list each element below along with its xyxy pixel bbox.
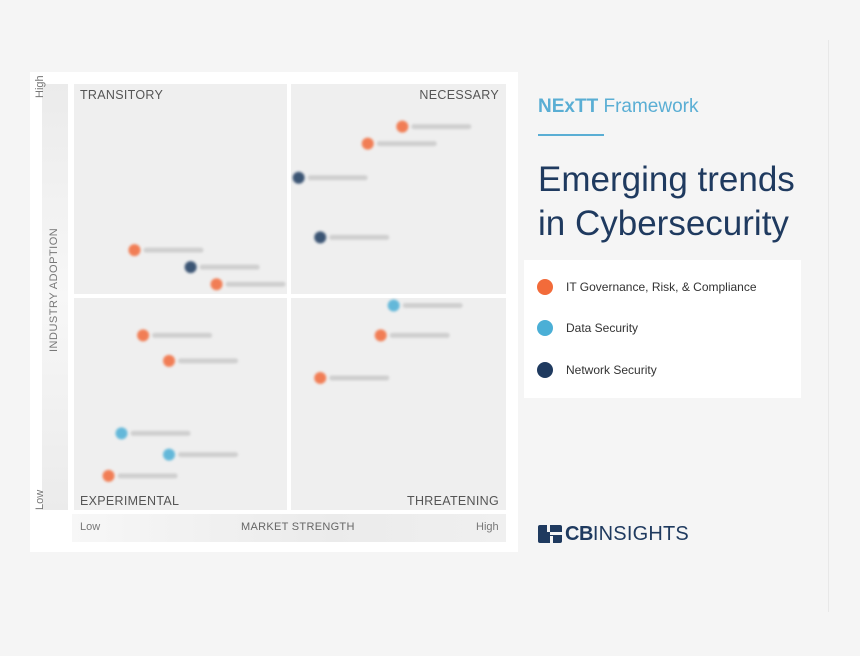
scatter-point-series-2-2 (184, 261, 197, 274)
page-headline: Emerging trends in Cybersecurity (538, 160, 795, 243)
legend-item-network-security: Network Security (537, 360, 657, 380)
plot-area: TRANSITORY NECESSARY EXPERIMENTAL THREAT… (74, 84, 506, 510)
brand-cb: CB (565, 522, 593, 545)
scatter-point-series-1-0 (387, 299, 400, 312)
scatter-point-series-0-6 (137, 329, 150, 342)
legend-item-data-security: Data Security (537, 318, 638, 338)
framework-underline (538, 134, 604, 136)
scatter-point-series-0-1 (361, 137, 374, 150)
quadrant-label-necessary: NECESSARY (419, 88, 499, 102)
x-tick-high: High (476, 521, 499, 533)
divider-rule (828, 40, 829, 612)
scatter-point-series-2-0 (292, 171, 305, 184)
scatter-point-series-1-1 (115, 427, 128, 440)
y-axis-band (42, 84, 68, 510)
point-label-blur (307, 175, 368, 181)
legend-dot-navy (537, 362, 553, 378)
point-label-blur (329, 234, 390, 240)
point-label-blur (411, 124, 472, 130)
scatter-point-series-2-1 (314, 231, 327, 244)
point-label-blur (402, 303, 463, 309)
quadrant-label-experimental: EXPERIMENTAL (80, 494, 179, 508)
points-layer (102, 120, 472, 482)
x-axis-band (72, 514, 506, 542)
legend-label: Data Security (566, 321, 639, 335)
x-tick-low: Low (80, 521, 101, 533)
legend-dot-light-blue (537, 320, 553, 336)
scatter-point-series-0-5 (314, 371, 327, 384)
x-axis-title: MARKET STRENGTH (241, 521, 355, 533)
point-label-blur (225, 281, 286, 287)
quadrant-label-transitory: TRANSITORY (80, 88, 163, 102)
quadrant-label-threatening: THREATENING (407, 494, 499, 508)
scatter-point-series-1-2 (163, 448, 176, 461)
framework-title: NExTT Framework (538, 96, 698, 118)
scatter-point-series-0-4 (374, 329, 387, 342)
point-label-blur (178, 452, 239, 458)
scatter-point-series-0-3 (210, 278, 223, 291)
cbinsights-logo: CB INSIGHTS (538, 522, 689, 546)
quadrant-bottom-right (291, 298, 506, 510)
point-label-blur (178, 358, 239, 364)
legend-item-it-governance: IT Governance, Risk, & Compliance (537, 277, 757, 297)
quadrant-top-left (74, 84, 287, 294)
framework-rest: Framework (598, 96, 699, 117)
cbinsights-mark-icon (538, 524, 563, 544)
point-label-blur (199, 264, 260, 270)
point-label-blur (117, 473, 178, 479)
legend-dot-orange (537, 279, 553, 295)
legend-label: Network Security (566, 363, 657, 377)
brand-insights: INSIGHTS (592, 522, 689, 545)
scatter-point-series-0-7 (163, 354, 176, 367)
nextt-chart: High INDUSTRY ADOPTION Low Low MARKET ST… (30, 72, 518, 552)
point-label-blur (376, 141, 437, 147)
scatter-point-series-0-2 (128, 244, 141, 257)
scatter-point-series-0-0 (396, 120, 409, 133)
point-label-blur (389, 332, 450, 338)
legend-label: IT Governance, Risk, & Compliance (566, 280, 757, 294)
point-label-blur (329, 375, 390, 381)
quadrant-top-right (291, 84, 506, 294)
point-label-blur (143, 247, 204, 253)
framework-bold: NExTT (538, 96, 599, 117)
point-label-blur (152, 332, 213, 338)
scatter-point-series-0-8 (102, 469, 115, 482)
point-label-blur (130, 430, 191, 436)
legend: IT Governance, Risk, & Compliance Data S… (524, 260, 801, 398)
